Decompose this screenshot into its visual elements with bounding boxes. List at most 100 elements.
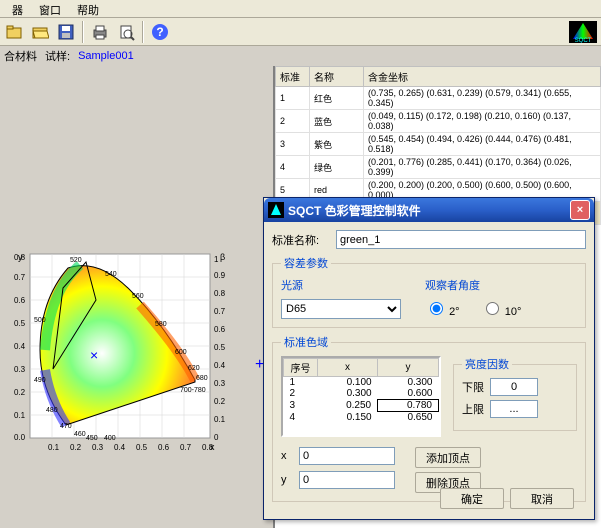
svg-text:0.5: 0.5 — [214, 343, 226, 352]
tolerance-legend: 容差参数 — [281, 255, 331, 271]
app-icon — [268, 202, 284, 218]
illuminant-label: 光源 — [281, 277, 401, 293]
svg-text:0.0: 0.0 — [14, 433, 26, 442]
lum-lower-input[interactable] — [490, 378, 538, 396]
gamut-row[interactable]: 20.3000.600 — [284, 388, 439, 400]
svg-text:0.6: 0.6 — [14, 296, 26, 305]
open-icon[interactable] — [28, 20, 52, 44]
tolerance-group: 容差参数 光源 D65 观察者角度 2° 10° — [272, 255, 586, 328]
svg-text:0.8: 0.8 — [202, 443, 214, 452]
table-row[interactable]: 2蓝色(0.049, 0.115) (0.172, 0.198) (0.210,… — [276, 110, 601, 133]
svg-text:0.8: 0.8 — [14, 253, 26, 262]
svg-text:0.3: 0.3 — [14, 365, 26, 374]
info-bar: 合材料 试样: Sample001 — [0, 46, 601, 66]
lum-upper-label: 上限 — [462, 401, 484, 417]
gamut-row[interactable]: 40.1500.650 — [284, 412, 439, 424]
svg-text:0: 0 — [214, 433, 219, 442]
svg-text:?: ? — [156, 25, 163, 39]
separator-icon — [142, 21, 144, 43]
gamut-table[interactable]: 序号 x y 10.1000.30020.3000.60030.2500.780… — [281, 356, 441, 437]
svg-text:0.3: 0.3 — [92, 443, 104, 452]
gamut-legend: 标准色域 — [281, 334, 331, 350]
folder-icon[interactable] — [2, 20, 26, 44]
svg-text:470: 470 — [60, 423, 72, 430]
svg-text:0.4: 0.4 — [14, 342, 26, 351]
svg-text:0.2: 0.2 — [214, 397, 226, 406]
col-index[interactable]: 标准 — [276, 67, 310, 87]
svg-text:0.5: 0.5 — [136, 443, 148, 452]
sample-link[interactable]: Sample001 — [78, 50, 134, 62]
svg-text:450: 450 — [86, 435, 98, 442]
svg-text:0.5: 0.5 — [14, 319, 26, 328]
left-pane: + — [0, 66, 273, 528]
svg-text:500: 500 — [34, 317, 46, 324]
menu-bar: 器 窗口 帮助 — [0, 0, 601, 18]
observer-2deg[interactable]: 2° — [425, 306, 460, 318]
sample-label: 试样: — [45, 48, 70, 64]
illuminant-select[interactable]: D65 — [281, 299, 401, 319]
svg-text:1: 1 — [214, 255, 219, 264]
svg-text:0.3: 0.3 — [214, 379, 226, 388]
svg-text:0.1: 0.1 — [14, 411, 26, 420]
svg-text:0.9: 0.9 — [214, 271, 226, 280]
cancel-button[interactable]: 取消 — [510, 488, 574, 509]
gamut-row[interactable]: 10.1000.300 — [284, 377, 439, 389]
svg-text:0.8: 0.8 — [214, 289, 226, 298]
table-row[interactable]: 3紫色(0.545, 0.454) (0.494, 0.426) (0.444,… — [276, 133, 601, 156]
ok-button[interactable]: 确定 — [440, 488, 504, 509]
menu-item-1[interactable]: 窗口 — [31, 0, 69, 17]
svg-text:0.4: 0.4 — [114, 443, 126, 452]
svg-text:SQCT: SQCT — [575, 38, 592, 43]
menu-item-2[interactable]: 帮助 — [69, 0, 107, 17]
help-icon[interactable]: ? — [148, 20, 172, 44]
table-row[interactable]: 1红色(0.735, 0.265) (0.631, 0.239) (0.579,… — [276, 87, 601, 110]
svg-text:480: 480 — [46, 407, 58, 414]
dialog-titlebar[interactable]: SQCT 色彩管理控制软件 × — [264, 198, 594, 222]
svg-text:490: 490 — [34, 377, 46, 384]
name-input[interactable] — [336, 230, 586, 249]
col-coords[interactable]: 含金坐标 — [364, 67, 601, 87]
observer-10deg[interactable]: 10° — [481, 306, 522, 318]
sqct-icon[interactable]: SQCT — [565, 20, 601, 44]
chromaticity-chart: × y β x 0.00.10.20.30.40.50.60.70.8 0.10… — [10, 250, 250, 463]
svg-text:560: 560 — [132, 293, 144, 300]
x-label: x — [281, 450, 293, 462]
svg-text:520: 520 — [70, 257, 82, 264]
svg-text:0.2: 0.2 — [14, 388, 26, 397]
luminance-group: 亮度因数 下限 上限 — [453, 356, 577, 431]
svg-text:0.7: 0.7 — [180, 443, 192, 452]
svg-text:0.4: 0.4 — [214, 361, 226, 370]
gamut-group: 标准色域 序号 x y 10.1000.30020.3000.60030.250… — [272, 334, 586, 502]
svg-text:700-780: 700-780 — [180, 387, 206, 394]
svg-text:β: β — [220, 252, 225, 262]
dialog-title: SQCT 色彩管理控制软件 — [288, 202, 421, 219]
observer-label: 观察者角度 — [425, 277, 539, 293]
add-vertex-button[interactable]: 添加顶点 — [415, 447, 481, 468]
svg-text:400: 400 — [104, 435, 116, 442]
table-row[interactable]: 4绿色(0.201, 0.776) (0.285, 0.441) (0.170,… — [276, 156, 601, 179]
lum-lower-label: 下限 — [462, 379, 484, 395]
svg-text:680: 680 — [196, 375, 208, 382]
chart-marker: × — [90, 347, 98, 363]
x-input[interactable] — [299, 447, 395, 465]
menu-item-0[interactable]: 器 — [4, 0, 31, 17]
svg-text:0.7: 0.7 — [214, 307, 226, 316]
material-label: 合材料 — [4, 48, 37, 64]
toolbar: ? SQCT — [0, 18, 601, 46]
gamut-row[interactable]: 30.2500.780 — [284, 400, 439, 412]
svg-text:0.6: 0.6 — [214, 325, 226, 334]
svg-text:0.7: 0.7 — [14, 273, 26, 282]
luminance-legend: 亮度因数 — [462, 356, 512, 372]
y-input[interactable] — [299, 471, 395, 489]
svg-text:0.1: 0.1 — [214, 415, 226, 424]
save-icon[interactable] — [54, 20, 78, 44]
svg-text:580: 580 — [155, 321, 167, 328]
svg-text:620: 620 — [188, 365, 200, 372]
close-button[interactable]: × — [570, 200, 590, 220]
print-icon[interactable] — [88, 20, 112, 44]
lum-upper-input[interactable] — [490, 400, 538, 418]
preview-icon[interactable] — [114, 20, 138, 44]
col-name[interactable]: 名称 — [310, 67, 364, 87]
svg-text:0.2: 0.2 — [70, 443, 82, 452]
svg-text:600: 600 — [175, 349, 187, 356]
